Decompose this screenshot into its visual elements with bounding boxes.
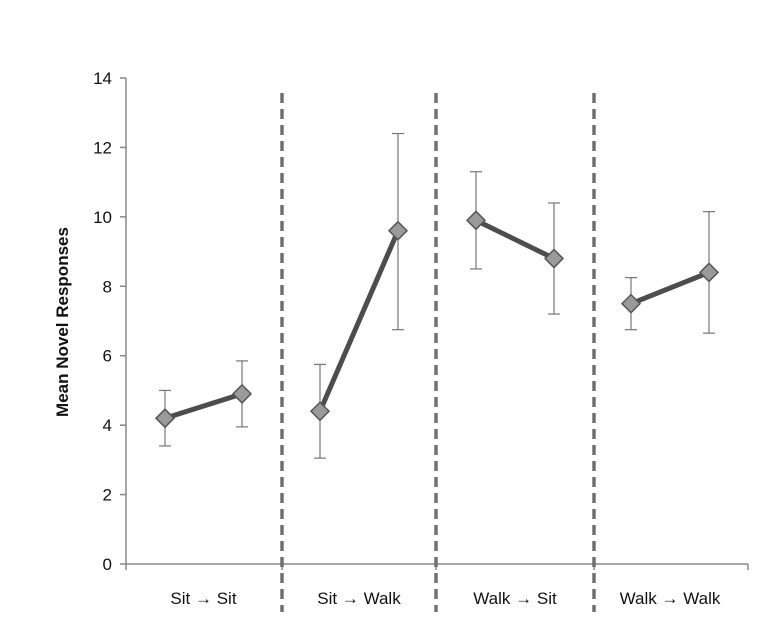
y-tick-label: 0 bbox=[103, 555, 112, 574]
category-arrow: → bbox=[190, 589, 216, 608]
category-arrow: → bbox=[510, 589, 536, 608]
category-label: Walk → Walk bbox=[620, 589, 721, 608]
data-point bbox=[154, 408, 176, 429]
y-axis-label: Mean Novel Responses bbox=[53, 227, 72, 417]
category-to: Sit bbox=[217, 589, 237, 608]
data-point bbox=[620, 293, 642, 314]
series-line bbox=[162, 391, 245, 421]
y-tick-label: 14 bbox=[93, 69, 112, 88]
series-line bbox=[628, 269, 712, 307]
y-tick-label: 2 bbox=[103, 486, 112, 505]
category-to: Walk bbox=[364, 589, 402, 608]
category-labels: Sit → Sit Sit → Walk Walk → Sit Walk → Walk bbox=[170, 589, 720, 608]
data-point bbox=[543, 248, 565, 269]
y-tick-label: 8 bbox=[103, 277, 112, 296]
group-separators bbox=[280, 93, 596, 612]
category-label: Sit → Sit bbox=[170, 589, 236, 608]
category-arrow: → bbox=[657, 589, 683, 608]
category-from: Walk bbox=[620, 589, 658, 608]
series-line bbox=[473, 217, 557, 262]
y-tick-label: 6 bbox=[103, 347, 112, 366]
category-label: Walk → Sit bbox=[473, 589, 557, 608]
category-arrow: → bbox=[337, 589, 363, 608]
axes: 0 2 4 6 8 10 12 14 bbox=[93, 69, 749, 574]
series-line bbox=[317, 228, 401, 414]
data-point bbox=[231, 383, 253, 404]
category-to: Sit bbox=[537, 589, 557, 608]
category-from: Sit bbox=[317, 589, 337, 608]
category-from: Walk bbox=[473, 589, 511, 608]
series-lines bbox=[162, 217, 712, 421]
data-point bbox=[309, 401, 331, 422]
data-point bbox=[387, 220, 409, 241]
y-tick-label: 12 bbox=[93, 138, 112, 157]
y-tick-label: 4 bbox=[103, 416, 112, 435]
category-to: Walk bbox=[683, 589, 721, 608]
data-point bbox=[465, 210, 487, 231]
category-label: Sit → Walk bbox=[317, 589, 401, 608]
data-points bbox=[154, 210, 720, 429]
y-tick-label: 10 bbox=[93, 208, 112, 227]
category-from: Sit bbox=[170, 589, 190, 608]
data-point bbox=[698, 262, 720, 283]
